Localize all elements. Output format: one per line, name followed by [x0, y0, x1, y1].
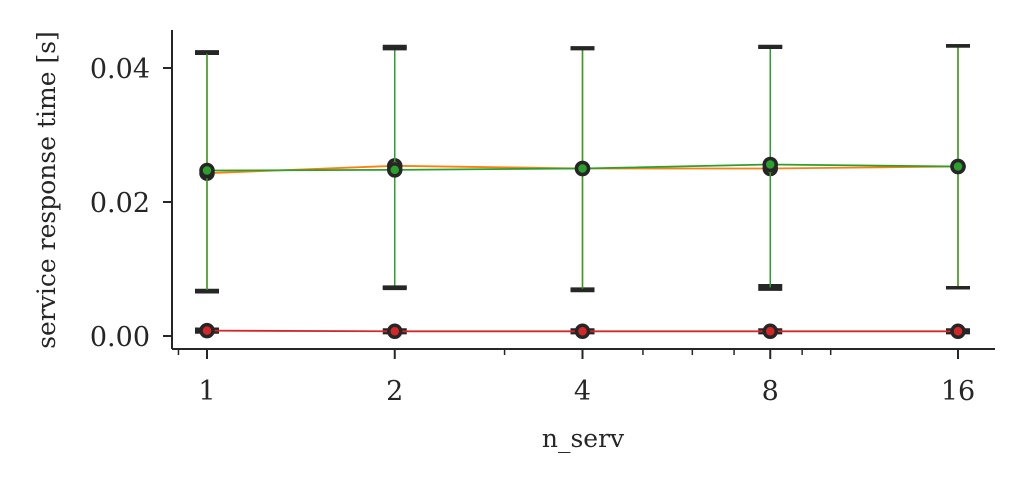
data-point — [199, 162, 215, 179]
data-point — [762, 323, 778, 340]
data-point — [950, 158, 966, 175]
series-1 — [195, 44, 970, 294]
data-point — [574, 160, 591, 177]
y-tick-label: 0.02 — [90, 188, 150, 219]
data-point — [574, 323, 591, 340]
x-tick-label: 4 — [574, 376, 591, 407]
series-2 — [195, 322, 970, 340]
x-tick-label: 1 — [198, 376, 215, 407]
x-axis-label: n_serv — [542, 424, 625, 453]
x-tick-label: 8 — [762, 376, 779, 407]
data-point — [387, 162, 403, 178]
x-ticks: 1 2 4 8 16 — [177, 349, 975, 407]
x-tick-label: 16 — [941, 376, 975, 407]
data-point — [950, 323, 966, 340]
data-point — [199, 322, 215, 339]
y-tick-label: 0.00 — [90, 322, 150, 353]
plot-area — [195, 44, 970, 340]
y-tick-label: 0.04 — [90, 54, 150, 85]
y-ticks: 0.00 0.02 0.04 — [90, 54, 172, 353]
x-tick-label: 2 — [386, 376, 403, 407]
data-point — [387, 323, 403, 340]
data-point — [762, 156, 778, 173]
y-axis-label: service response time [s] — [32, 31, 61, 349]
axes — [171, 30, 995, 350]
